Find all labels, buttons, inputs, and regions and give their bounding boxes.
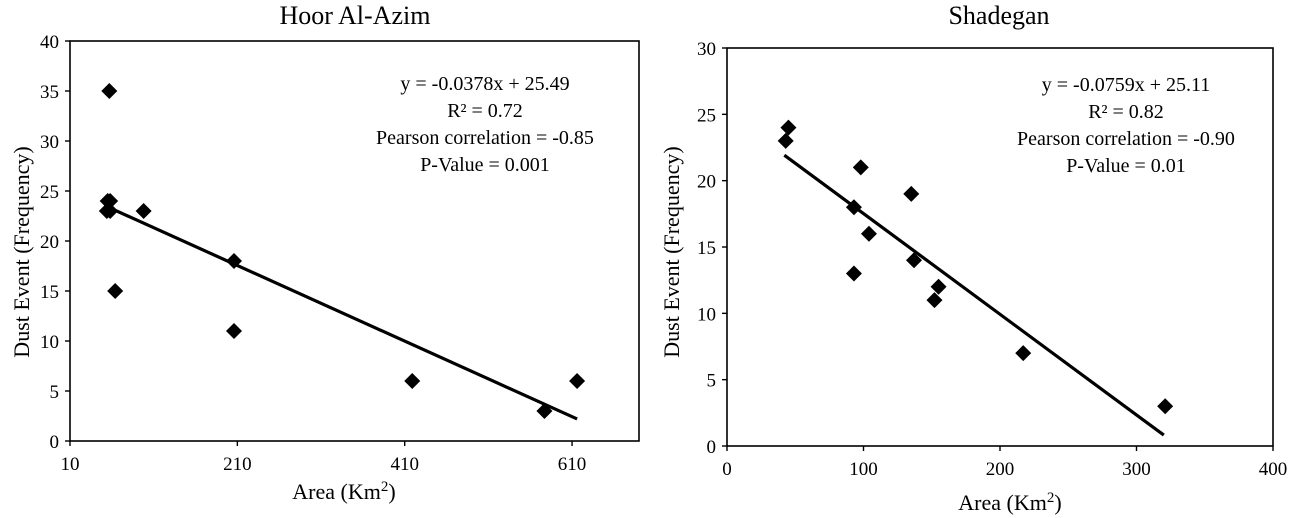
chart-2-y-tick-label: 0 [707,437,717,458]
chart-2-x-tick-label: 100 [849,459,878,480]
chart-1-y-axis-label: Dust Event (Frequency) [9,146,34,357]
chart-1-plot-frame [69,40,640,442]
chart-2-data-point [845,265,862,282]
chart-2-annotation: R² = 0.82 [1088,101,1164,123]
chart-2-data-point [930,278,947,295]
chart-2-data-point [860,225,877,242]
chart-1-data-point [101,83,118,99]
chart-1-y-tick-label: 30 [40,132,59,153]
chart-1-data-point [536,403,553,419]
chart-1-data-point [226,323,243,339]
chart-2-y-tick-label: 20 [697,172,716,193]
chart-2-title: Shadegan [948,1,1049,30]
chart-1-y-tick-label: 25 [40,182,59,203]
chart-1-y-tick-label: 5 [50,382,60,403]
chart-2-data-point [780,119,797,136]
chart-2-x-tick-label: 300 [1122,459,1151,480]
chart-2-data-point [1015,345,1032,362]
chart-1-x-tick-label: 10 [61,454,80,475]
chart-2-annotation: y = -0.0759x + 25.11 [1042,74,1210,96]
chart-1-data-point [107,283,124,299]
chart-2-plot-frame [726,47,1274,447]
chart-2-y-tick-label: 10 [697,304,716,325]
chart-2-data-point [852,159,869,176]
chart-1-trendline [106,205,578,421]
chart-1-annotation: Pearson correlation = -0.85 [376,127,594,149]
chart-2-y-tick-label: 30 [697,39,716,60]
chart-1-x-axis-label: Area (Km2) [292,479,395,504]
chart-2-data-point [906,252,923,269]
chart-1-y-tick-label: 35 [40,82,59,103]
chart-2-y-tick-label: 25 [697,105,716,126]
chart-1-x-tick-label: 210 [223,454,252,475]
chart-1-y-tick-label: 0 [50,432,60,453]
chart-1-data-point [135,203,152,219]
chart-2-x-axis-label: Area (Km2) [958,490,1061,515]
chart-1-data-point [569,373,586,389]
chart-1-x-tick-label: 610 [558,454,587,475]
chart-1-x-tick-label: 410 [390,454,419,475]
chart-1-data-point [226,253,243,269]
chart-2-data-point [903,185,920,202]
chart-1-y-tick-label: 15 [40,282,59,303]
chart-2-data-point [1157,398,1174,415]
chart-1-data-point [404,373,421,389]
chart-2-data-point [845,199,862,216]
chart-1-y-tick-label: 10 [40,332,59,353]
chart-2-x-tick-label: 0 [722,459,732,480]
chart-1-data-point [102,193,119,209]
chart-2-annotation: P-Value = 0.01 [1066,155,1186,177]
chart-2-x-tick-label: 200 [986,459,1015,480]
chart-2-data-point [926,292,943,309]
chart-1-annotation: R² = 0.72 [447,100,523,122]
chart-2-x-tick-label: 400 [1259,459,1288,480]
chart-1-title: Hoor Al-Azim [280,1,431,30]
chart-1-data-point [102,203,119,219]
chart-2-y-tick-label: 5 [707,371,717,392]
chart-2-y-axis-label: Dust Event (Frequency) [659,146,684,357]
chart-2-trendline [783,153,1165,437]
chart-1-annotation: y = -0.0378x + 25.49 [400,73,569,95]
chart-2-data-point [777,132,794,149]
chart-2-y-tick-label: 15 [697,238,716,259]
chart-1-y-tick-label: 20 [40,232,59,253]
chart-1-annotation: P-Value = 0.001 [420,154,550,176]
chart-2-annotation: Pearson correlation = -0.90 [1017,128,1235,150]
chart-1-y-tick-label: 40 [40,32,59,53]
